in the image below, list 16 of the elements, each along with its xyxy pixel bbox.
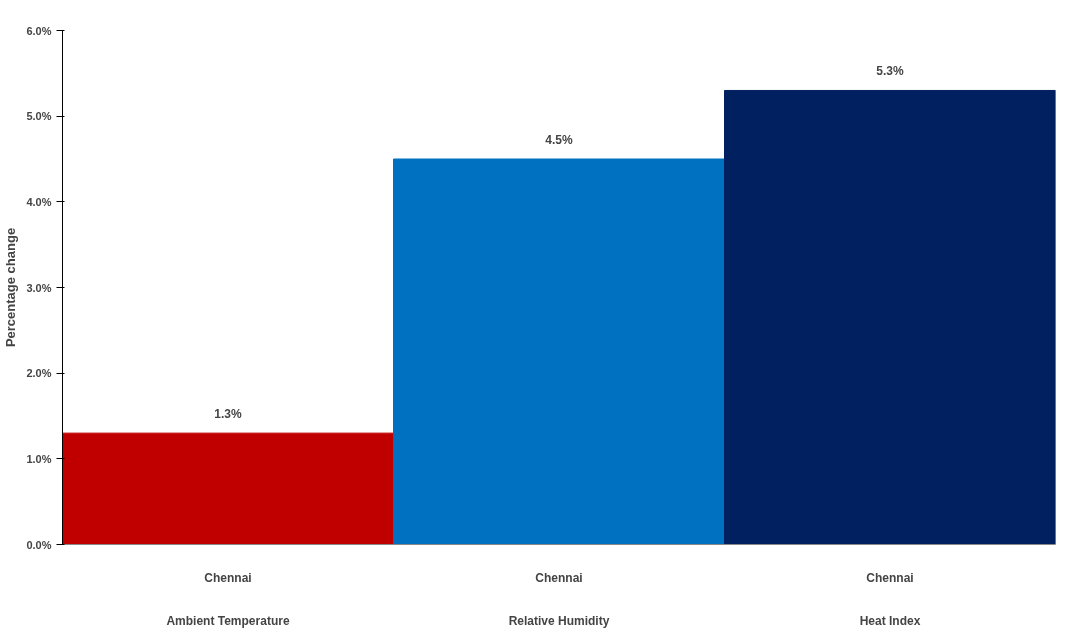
- y-tick-label: 0.0%: [26, 538, 52, 551]
- y-tick-label: 3.0%: [26, 281, 52, 294]
- category-label: Chennai Relative Humidity: [508, 570, 610, 628]
- y-tick-label: 6.0%: [26, 24, 52, 37]
- data-label: 5.3%: [876, 64, 905, 79]
- bar: [393, 158, 725, 545]
- category-label: Chennai Ambient Temperature: [166, 570, 290, 628]
- category-label: Chennai Heat Index: [859, 570, 921, 628]
- y-tick-label: 4.0%: [26, 195, 52, 208]
- data-label: 4.5%: [545, 133, 574, 147]
- y-tick-label: 1.0%: [26, 452, 52, 465]
- data-label: 1.3%: [214, 407, 243, 422]
- y-tick-label: 5.0%: [26, 110, 52, 123]
- bar: [62, 432, 394, 545]
- y-tick-label: 2.0%: [26, 367, 52, 380]
- y-axis-title: Percentage change: [3, 227, 19, 348]
